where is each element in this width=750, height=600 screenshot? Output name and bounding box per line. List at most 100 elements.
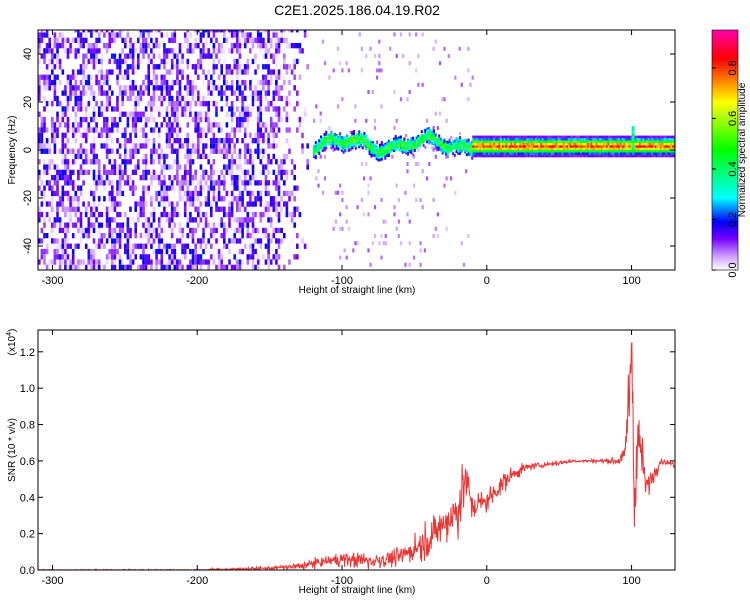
- heat-cell: [38, 175, 41, 181]
- heat-cell: [541, 135, 544, 139]
- heat-cell: [583, 145, 586, 148]
- heat-cell: [614, 145, 617, 148]
- heat-cell: [105, 206, 109, 212]
- heat-cell: [217, 190, 221, 197]
- heat-cell: [116, 233, 119, 239]
- heat-cell: [51, 201, 54, 207]
- heat-cell: [552, 154, 555, 158]
- heat-cell: [38, 111, 41, 117]
- heat-cell: [665, 142, 668, 146]
- heat-cell: [124, 127, 127, 133]
- heat-cell: [38, 138, 41, 144]
- heat-cell: [230, 211, 234, 218]
- heat-cell: [599, 140, 602, 143]
- heat-cell: [77, 95, 80, 102]
- heat-cell: [560, 145, 563, 148]
- heat-cell: [595, 145, 598, 148]
- heat-cell: [79, 211, 83, 218]
- heat-cell: [541, 147, 544, 151]
- heat-cell: [264, 211, 268, 218]
- heat-cell: [225, 227, 229, 234]
- heat-cell: [290, 190, 294, 197]
- heat-cell: [534, 150, 537, 153]
- heat-cell: [293, 58, 296, 65]
- heat-cell: [508, 150, 511, 153]
- heat-cell: [56, 238, 59, 244]
- heat-cell: [71, 148, 75, 154]
- heat-cell: [56, 217, 59, 223]
- heat-cell: [181, 248, 184, 255]
- heat-cell: [82, 90, 85, 96]
- heat-cell: [84, 116, 88, 123]
- heat-cell: [275, 111, 278, 117]
- heat-cell: [342, 144, 345, 148]
- heat-cell: [434, 139, 437, 143]
- heat-cell: [233, 238, 236, 244]
- heat-cell: [394, 143, 397, 146]
- heat-cell: [194, 116, 197, 123]
- heat-cell: [422, 143, 425, 147]
- heat-cell: [269, 222, 273, 228]
- heat-cell: [459, 145, 461, 149]
- heat-cell: [178, 101, 182, 107]
- heat-cell: [472, 150, 475, 153]
- heat-cell: [272, 122, 276, 128]
- heat-cell: [431, 141, 434, 145]
- heat-cell: [170, 111, 174, 117]
- heat-cell: [384, 156, 387, 160]
- heat-cell: [524, 135, 527, 139]
- heat-cell: [170, 132, 174, 138]
- heat-cell: [264, 159, 268, 165]
- heat-cell: [588, 138, 591, 141]
- heat-cell: [56, 206, 59, 212]
- heat-cell: [243, 217, 247, 223]
- heat-cell: [223, 143, 226, 149]
- heat-cell: [38, 127, 41, 133]
- heat-cell: [45, 264, 49, 270]
- heat-cell: [649, 154, 652, 158]
- heat-cell: [597, 154, 600, 158]
- heat-cell: [611, 152, 614, 155]
- heat-cell: [659, 147, 662, 151]
- heat-cell: [522, 138, 525, 141]
- heat-cell: [459, 136, 461, 140]
- heat-cell: [92, 53, 96, 59]
- heat-cell: [129, 259, 132, 265]
- heat-cell: [545, 135, 548, 139]
- heat-cell: [341, 226, 344, 231]
- heat-cell: [238, 153, 242, 160]
- heat-cell: [204, 169, 208, 175]
- heat-cell: [545, 150, 548, 153]
- heat-cell: [137, 243, 140, 249]
- heat-cell: [186, 159, 190, 165]
- heat-cell: [165, 79, 169, 86]
- heat-cell: [493, 142, 496, 146]
- heat-cell: [246, 37, 250, 43]
- heat-cell: [666, 145, 669, 148]
- heat-cell: [150, 95, 153, 102]
- heat-cell: [233, 175, 236, 181]
- heat-cell: [163, 185, 166, 191]
- heat-cell: [131, 127, 135, 133]
- heat-cell: [241, 101, 244, 107]
- heat-cell: [165, 211, 169, 218]
- heat-cell: [443, 140, 446, 144]
- heat-cell: [186, 185, 190, 191]
- heat-cell: [168, 95, 171, 102]
- heat-cell: [393, 137, 395, 141]
- heat-cell: [454, 75, 457, 80]
- heat-cell: [189, 153, 192, 160]
- heat-cell: [438, 134, 441, 138]
- heat-cell: [337, 144, 340, 148]
- heat-cell: [408, 149, 411, 153]
- heat-cell: [406, 97, 409, 102]
- heat-cell: [543, 150, 546, 153]
- heat-cell: [147, 159, 150, 165]
- heat-cell: [170, 211, 174, 218]
- heat-cell: [340, 141, 343, 145]
- heat-cell: [533, 154, 536, 158]
- heat-cell: [522, 140, 525, 143]
- heat-cell: [431, 146, 434, 150]
- heat-cell: [150, 111, 153, 117]
- heat-cell: [137, 164, 140, 170]
